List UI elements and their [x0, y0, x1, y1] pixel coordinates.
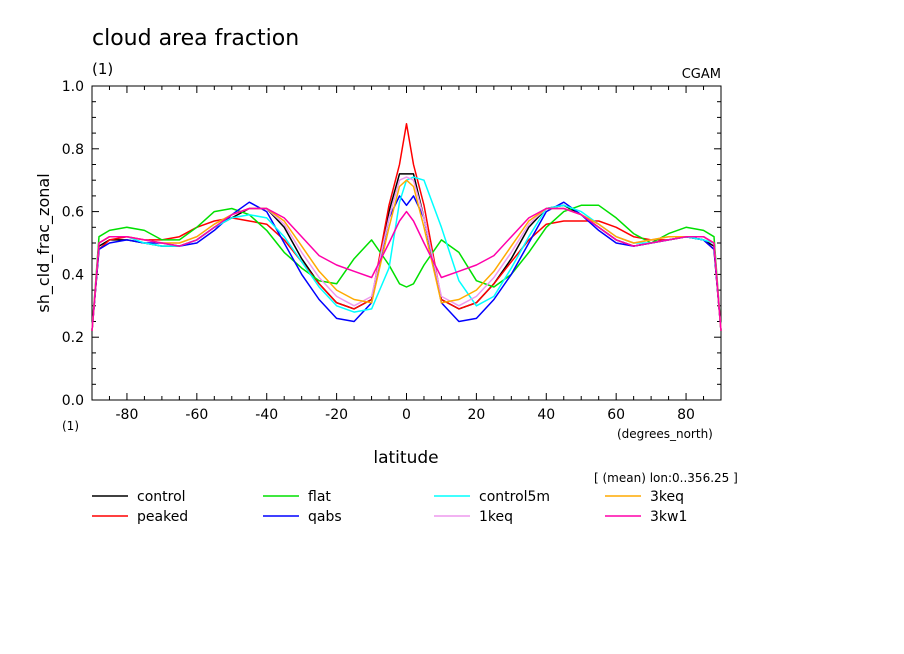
legend-label: flat — [308, 489, 331, 505]
y-tick-label: 0.2 — [62, 330, 84, 346]
legend: control flat control5m 3keq peaked qabs 1keq 3k… — [92, 489, 687, 525]
legend-label: qabs — [308, 509, 342, 525]
y-axis-label: sh_cld_frac_zonal — [34, 173, 54, 312]
x-tick-label: 0 — [402, 407, 411, 423]
mean-note: [ (mean) lon:0..356.25 ] — [594, 471, 738, 485]
title-units: (1) — [92, 60, 113, 78]
y-tick-label: 0.8 — [62, 142, 84, 158]
x-axis-label: latitude — [373, 448, 438, 468]
x-tick-label: -20 — [325, 407, 348, 423]
series-lines — [91, 122, 722, 331]
legend-label: 3keq — [650, 489, 684, 505]
series-line-control — [91, 173, 722, 331]
y-tick-label: 0.0 — [62, 393, 84, 409]
x-axis: -80 -60 -40 -20 0 20 40 60 80 — [91, 86, 722, 423]
legend-label: control — [137, 489, 186, 505]
x-tick-label: 80 — [677, 407, 695, 423]
y-units-label: (1) — [62, 419, 79, 433]
legend-label: 3kw1 — [650, 509, 687, 525]
y-tick-label: 0.4 — [62, 267, 84, 283]
series-line-flat — [91, 204, 722, 331]
x-tick-label: -80 — [116, 407, 139, 423]
legend-label: 1keq — [479, 509, 513, 525]
series-line-1keq — [91, 176, 722, 331]
chart-title: cloud area fraction — [92, 26, 299, 51]
series-line-control5m — [91, 176, 722, 331]
series-line-qabs — [91, 195, 722, 331]
plot-area: -80 -60 -40 -20 0 20 40 60 80 0.0 0.2 0.4 0.6 0.8 1.0 — [62, 79, 722, 423]
x-tick-label: -60 — [185, 407, 208, 423]
x-tick-label: 40 — [537, 407, 555, 423]
x-units-label: (degrees_north) — [617, 427, 713, 441]
y-tick-label: 0.6 — [62, 205, 84, 221]
legend-label: control5m — [479, 489, 550, 505]
series-line-3kw1 — [91, 207, 722, 331]
y-tick-label: 1.0 — [62, 79, 84, 95]
model-label: CGAM — [682, 67, 721, 82]
x-tick-label: -40 — [255, 407, 278, 423]
x-tick-label: 20 — [467, 407, 485, 423]
series-line-peaked — [91, 122, 722, 331]
y-axis: 0.0 0.2 0.4 0.6 0.8 1.0 — [62, 79, 721, 409]
legend-label: peaked — [137, 509, 188, 525]
x-tick-label: 60 — [607, 407, 625, 423]
series-line-3keq — [91, 179, 722, 331]
